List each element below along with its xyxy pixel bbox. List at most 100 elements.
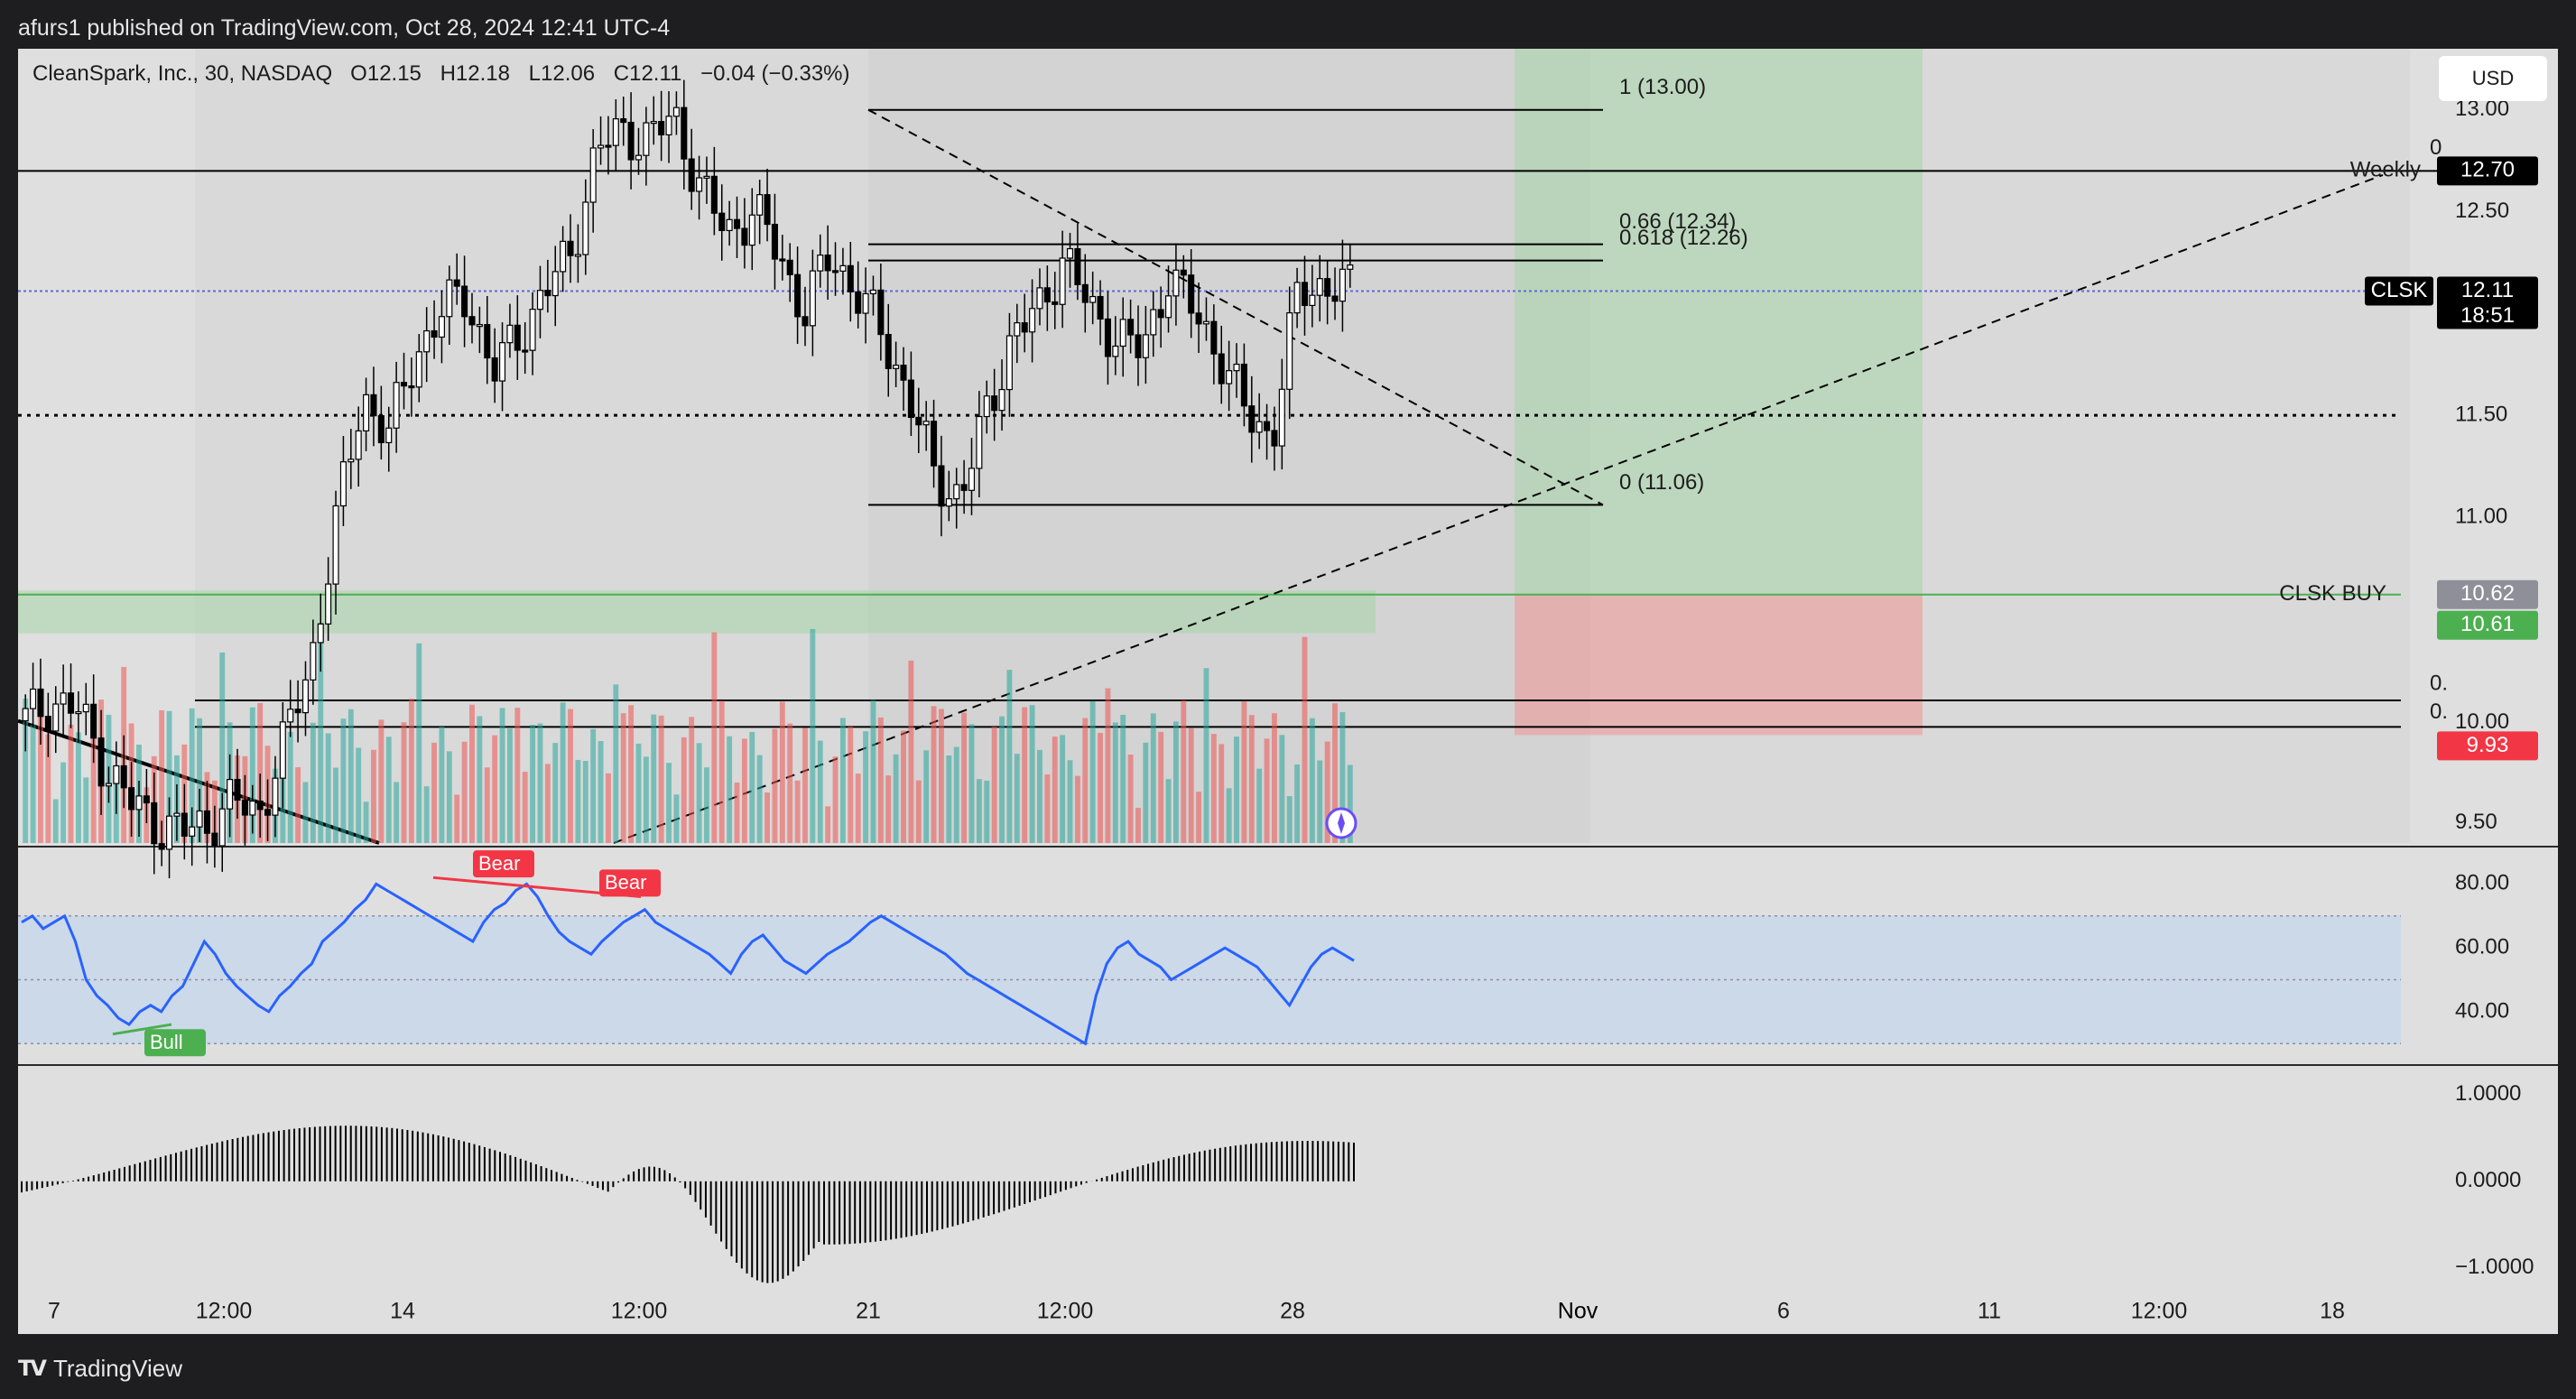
volume-bar bbox=[83, 777, 89, 843]
volume-bar bbox=[552, 743, 559, 843]
candle-body bbox=[1339, 268, 1346, 302]
candle-body bbox=[514, 324, 521, 351]
current-price-tag: 12.11 bbox=[2461, 278, 2514, 302]
volume-bar bbox=[953, 746, 959, 843]
volume-bar bbox=[408, 699, 414, 843]
candle-body bbox=[817, 255, 824, 272]
candle-body bbox=[60, 692, 67, 705]
candle-body bbox=[370, 394, 377, 417]
fib-level-label: 0.618 (12.26) bbox=[1619, 226, 1748, 250]
time-axis-tick: 12:00 bbox=[1037, 1299, 1094, 1324]
high-label: H bbox=[440, 61, 456, 86]
volume-bar bbox=[1181, 700, 1187, 843]
volume-bar bbox=[1052, 737, 1058, 843]
current-symbol-tag: CLSK bbox=[2371, 278, 2428, 302]
spark-icon-glyph bbox=[1338, 812, 1345, 834]
rsi-axis-tick: 40.00 bbox=[2455, 998, 2509, 1023]
volume-bar bbox=[189, 708, 195, 843]
fib-zero-label: 0 bbox=[2430, 135, 2442, 160]
volume-bar bbox=[401, 722, 407, 843]
candle-body bbox=[143, 795, 150, 804]
footer-logo-text[interactable]: TradingView bbox=[52, 1355, 183, 1382]
volume-bar bbox=[197, 718, 203, 843]
volume-bar bbox=[1219, 744, 1225, 843]
volume-bar bbox=[1150, 713, 1156, 843]
candle-body bbox=[1164, 295, 1172, 319]
volume-bar bbox=[1006, 670, 1013, 843]
candle-body bbox=[158, 843, 165, 850]
candle-body bbox=[1256, 421, 1263, 433]
candle-body bbox=[339, 461, 347, 507]
volume-bar bbox=[915, 780, 922, 843]
oscillator-axis-tick: −1.0000 bbox=[2455, 1255, 2534, 1279]
stop-price-tag: 9.93 bbox=[2467, 733, 2509, 757]
volume-bar bbox=[711, 632, 718, 843]
volume-bar bbox=[1127, 755, 1134, 843]
volume-bar bbox=[431, 742, 437, 843]
volume-bar bbox=[1135, 807, 1141, 843]
candle-body bbox=[301, 679, 310, 714]
candle-body bbox=[1195, 312, 1202, 325]
volume-bar bbox=[1089, 701, 1096, 843]
volume-bar bbox=[1120, 714, 1126, 843]
volume-bar bbox=[159, 709, 165, 843]
candle-body bbox=[1157, 309, 1164, 319]
candle-body bbox=[332, 505, 339, 585]
symbol-legend: CleanSpark, Inc., 30, NASDAQ O12.15 H12.… bbox=[32, 61, 863, 87]
volume-bar bbox=[877, 717, 884, 843]
candle-body bbox=[1014, 322, 1021, 337]
candle-body bbox=[1278, 388, 1285, 447]
currency-button[interactable]: USD bbox=[2439, 56, 2547, 101]
candle-body bbox=[181, 812, 188, 837]
volume-bar bbox=[787, 723, 793, 843]
volume-bar bbox=[1317, 760, 1323, 843]
candle-body bbox=[703, 175, 710, 179]
volume-bar bbox=[931, 706, 937, 843]
candle-body bbox=[249, 800, 256, 816]
candle-body bbox=[97, 737, 105, 787]
candle-body bbox=[279, 721, 286, 779]
price-axis-tick: 9.50 bbox=[2455, 810, 2497, 834]
time-axis-tick: 12:00 bbox=[2131, 1299, 2188, 1324]
candle-body bbox=[1218, 353, 1225, 384]
candle-body bbox=[423, 329, 431, 353]
volume-bar bbox=[68, 724, 74, 843]
volume-bar bbox=[696, 743, 702, 843]
volume-bar bbox=[75, 732, 81, 843]
candle-body bbox=[287, 709, 294, 723]
chart-svg[interactable]: 1 (13.00) 0.66 (12.34)0.618 (12.26) 0 (11.… bbox=[18, 49, 2558, 1334]
symbol-tag-bg bbox=[2365, 276, 2433, 306]
volume-bar bbox=[363, 801, 369, 843]
high-value: 12.18 bbox=[455, 61, 510, 86]
candle-body bbox=[779, 258, 786, 262]
low-value: 12.06 bbox=[541, 61, 596, 86]
time-axis-tick: 21 bbox=[856, 1299, 881, 1324]
volume-bar bbox=[1188, 727, 1194, 843]
volume-bar bbox=[1248, 715, 1255, 843]
time-axis-tick: 12:00 bbox=[196, 1299, 253, 1324]
volume-bar bbox=[1067, 760, 1073, 843]
volume-bar bbox=[984, 780, 990, 843]
candle-body bbox=[560, 240, 567, 273]
volume-bar bbox=[863, 731, 869, 843]
candle-body bbox=[612, 118, 619, 146]
chart-area[interactable]: 1 (13.00) 0.66 (12.34) 0.618 (12.26) 0 (11.… bbox=[18, 49, 2558, 1334]
candle-body bbox=[113, 764, 120, 784]
volume-bar bbox=[325, 733, 331, 843]
level-label: 0. bbox=[2430, 700, 2448, 724]
volume-bar bbox=[1302, 636, 1308, 843]
volume-bar bbox=[219, 652, 226, 843]
candle-body bbox=[536, 290, 544, 310]
candle-body bbox=[900, 365, 907, 381]
candle-body bbox=[1112, 345, 1119, 357]
volume-bar bbox=[582, 761, 588, 843]
volume-bar bbox=[469, 704, 475, 843]
candle-body bbox=[1188, 274, 1195, 314]
volume-bar bbox=[318, 622, 324, 843]
candle-body bbox=[22, 708, 29, 722]
volume-bar bbox=[1264, 738, 1270, 843]
volume-bar bbox=[1203, 668, 1209, 843]
candle-body bbox=[67, 692, 75, 714]
volume-bar bbox=[756, 755, 763, 843]
rsi-axis-tick: 60.00 bbox=[2455, 934, 2509, 959]
